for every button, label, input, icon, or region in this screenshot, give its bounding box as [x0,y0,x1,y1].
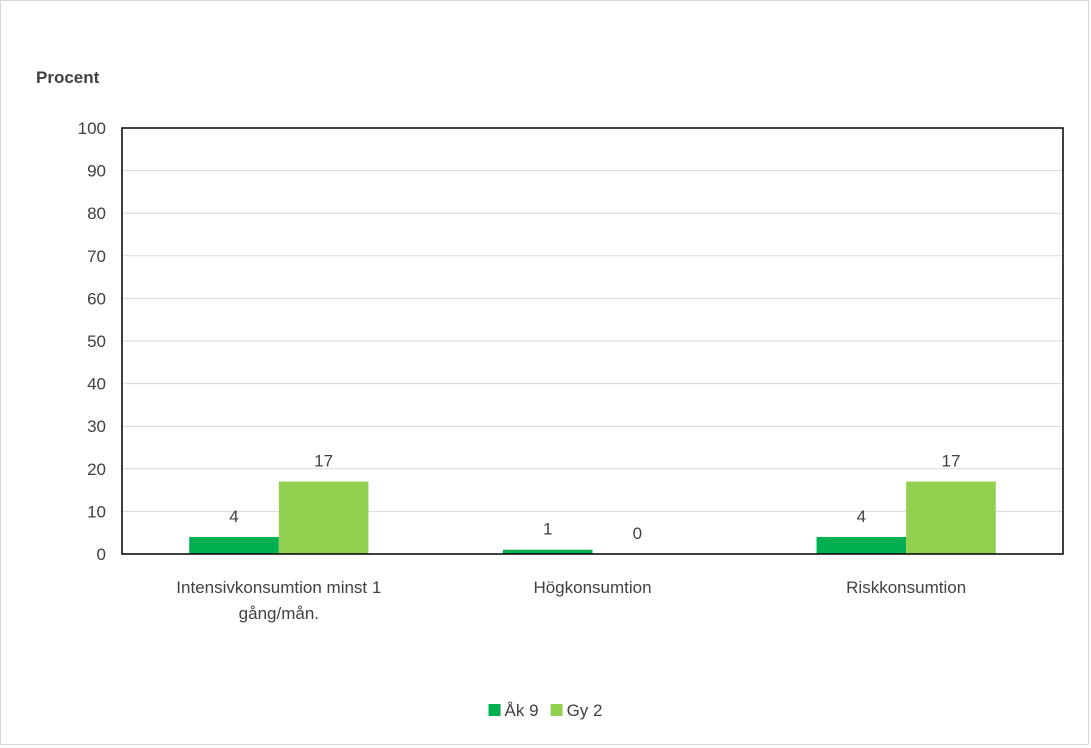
y-tick-label: 90 [87,162,106,181]
legend-label: Gy 2 [567,701,603,720]
plot-area-border [121,127,1064,555]
y-axis-ticks: 0 10 20 30 40 50 60 70 80 90 100 [78,119,106,564]
x-category-label: Intensivkonsumtion minst 1 [176,578,381,597]
data-label: 4 [857,507,866,526]
bar [816,536,907,554]
data-label: 4 [229,507,238,526]
data-label: 0 [633,524,642,543]
y-tick-label: 80 [87,204,106,223]
data-label: 17 [314,452,333,471]
y-tick-label: 60 [87,289,106,308]
y-tick-label: 40 [87,375,106,394]
y-tick-label: 100 [78,119,106,138]
legend-swatch [488,704,501,716]
gridlines [122,170,1063,512]
legend-label: Åk 9 [505,701,539,720]
bar [906,481,996,554]
bar [278,481,369,554]
x-category-label: Riskkonsumtion [846,578,966,597]
data-label: 17 [942,452,961,471]
data-label: 1 [543,520,552,539]
bar [189,536,279,554]
y-tick-label: 0 [97,545,106,564]
bar [502,549,593,554]
legend: Åk 9 Gy 2 [488,701,603,720]
x-axis-categories: Intensivkonsumtion minst 1 gång/mån. Högko… [176,578,966,623]
y-tick-label: 50 [87,332,106,351]
y-tick-label: 20 [87,460,106,479]
x-category-label: Högkonsumtion [533,578,651,597]
legend-swatch [550,704,563,716]
data-labels: 4 17 1 0 4 17 [229,452,960,543]
y-axis-title: Procent [36,68,100,87]
x-category-label: gång/mån. [239,604,319,623]
y-tick-label: 10 [87,502,106,521]
y-tick-label: 30 [87,417,106,436]
y-tick-label: 70 [87,247,106,266]
bars [189,481,996,554]
